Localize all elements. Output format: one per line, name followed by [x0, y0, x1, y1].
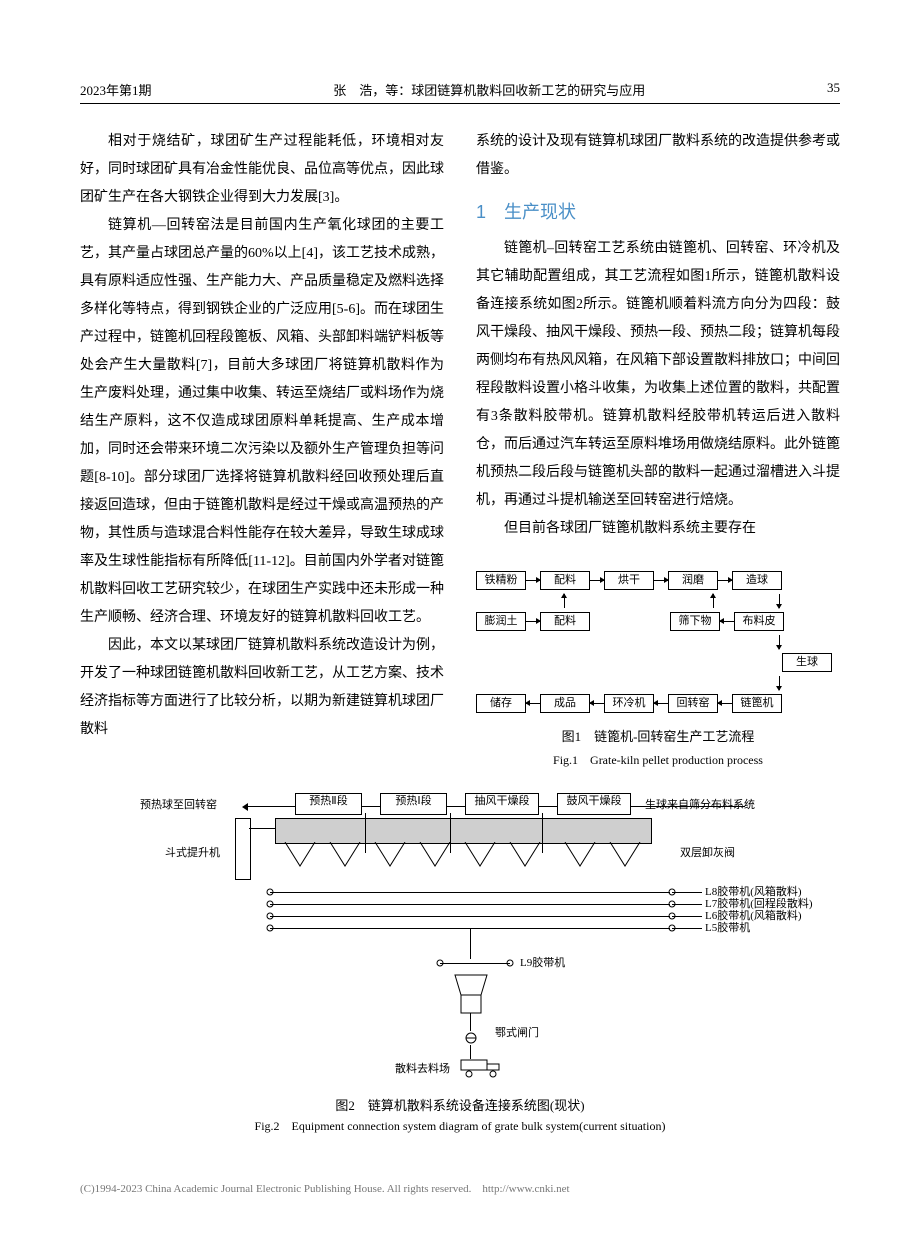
header-issue: 2023年第1期: [80, 80, 152, 99]
arrow-up-icon: [713, 594, 714, 608]
schematic-label: L8胶带机(风箱散料): [705, 887, 802, 898]
arrow-down-icon: [779, 594, 780, 608]
flow-node: 成品: [540, 694, 590, 713]
figure-caption-en: Fig.1 Grate-kiln pellet production proce…: [476, 748, 840, 772]
flow-node: 储存: [476, 694, 526, 713]
page: 2023年第1期 张 浩，等：球团链算机散料回收新工艺的研究与应用 35 相对于…: [0, 0, 920, 1174]
arrow-left-icon: [590, 703, 604, 704]
schematic-line: [270, 916, 670, 917]
paragraph: 链算机—回转窑法是目前国内生产氧化球团的主要工艺，其产量占球团总产量的60%以上…: [80, 212, 444, 632]
flow-node: 造球: [732, 571, 782, 590]
schematic-line: [672, 916, 702, 917]
paragraph: 相对于烧结矿，球团矿生产过程能耗低，环境相对友好，同时球团矿具有冶金性能优良、品…: [80, 128, 444, 212]
schematic-label: 预热球至回转窑: [140, 800, 217, 811]
arrow-left-icon: [718, 703, 732, 704]
page-footer: (C)1994-2023 China Academic Journal Elec…: [0, 1174, 920, 1216]
schematic-hoppers: [275, 842, 650, 878]
paragraph: 但目前各球团厂链篦机散料系统主要存在: [476, 515, 840, 543]
page-header: 2023年第1期 张 浩，等：球团链算机散料回收新工艺的研究与应用 35: [80, 80, 840, 104]
conveyor-wheel-icon: [434, 958, 516, 968]
schematic-label: L9胶带机: [520, 958, 565, 969]
schematic-line: [672, 904, 702, 905]
schematic-label: 散料去料场: [395, 1064, 450, 1075]
arrow-down-icon: [779, 635, 780, 649]
schematic-label: 斗式提升机: [165, 848, 220, 859]
conveyor-wheel-icon: [264, 887, 276, 933]
schematic-line: [470, 929, 471, 959]
schematic-line: [470, 1045, 471, 1059]
schematic-label: 鄂式闸门: [495, 1028, 539, 1039]
header-title: 张 浩，等：球团链算机散料回收新工艺的研究与应用: [152, 80, 827, 99]
flow-node: 筛下物: [670, 612, 720, 631]
flow-node: 环冷机: [604, 694, 654, 713]
schematic-line: [672, 892, 702, 893]
flow-node: 布料皮: [734, 612, 784, 631]
flow-node: 膨润土: [476, 612, 526, 631]
flow-node: 配料: [540, 571, 590, 590]
paragraph: 链篦机–回转窑工艺系统由链篦机、回转窑、环冷机及其它辅助配置组成，其工艺流程如图…: [476, 235, 840, 515]
section-heading: 1 生产现状: [476, 200, 840, 225]
arrow-right-icon: [654, 580, 668, 581]
schematic-label: 双层卸灰阀: [680, 848, 735, 859]
flow-node: 铁精粉: [476, 571, 526, 590]
schematic: 预热球至回转窑 预热Ⅱ段 预热Ⅰ段 抽风干燥段 鼓风干燥段 生球来自筛分布料系统…: [120, 788, 800, 1088]
section-title-text: 生产现状: [504, 202, 576, 222]
flow-node: 链篦机: [732, 694, 782, 713]
figure-caption: 图1 链篦机-回转窑生产工艺流程: [476, 727, 840, 748]
conveyor-wheel-icon: [666, 887, 678, 933]
schematic-box: 预热Ⅱ段: [295, 793, 362, 815]
schematic-label: 生球来自筛分布料系统: [645, 800, 755, 811]
flow-node: 配料: [540, 612, 590, 631]
truck-icon: [460, 1058, 504, 1080]
schematic-line: [672, 928, 702, 929]
flow-row: 铁精粉 配料 烘干 润磨 造球: [476, 571, 840, 590]
schematic-box: 预热Ⅰ段: [380, 793, 447, 815]
schematic-box: 抽风干燥段: [465, 793, 539, 815]
figure-1: 铁精粉 配料 烘干 润磨 造球: [476, 561, 840, 772]
arrow-left-icon: [720, 621, 734, 622]
schematic-label: L5胶带机: [705, 923, 750, 934]
arrow-left-icon: [526, 703, 540, 704]
flowchart: 铁精粉 配料 烘干 润磨 造球: [476, 561, 840, 719]
flow-node: 烘干: [604, 571, 654, 590]
arrow-right-icon: [718, 580, 732, 581]
body-columns: 相对于烧结矿，球团矿生产过程能耗低，环境相对友好，同时球团矿具有冶金性能优良、品…: [80, 128, 840, 772]
flow-node: 回转窑: [668, 694, 718, 713]
flow-row: 膨润土 配料 筛下物 布料皮: [476, 612, 840, 631]
flow-connector: [476, 594, 840, 608]
header-page: 35: [827, 80, 840, 99]
schematic-label: L6胶带机(风箱散料): [705, 911, 802, 922]
schematic-line: [249, 828, 275, 829]
schematic-label: L7胶带机(回程段散料): [705, 899, 813, 910]
arrow-right-icon: [526, 580, 540, 581]
paragraph: 系统的设计及现有链算机球团厂散料系统的改造提供参考或借鉴。: [476, 128, 840, 184]
arrow-right-icon: [526, 621, 540, 622]
valve-icon: [464, 1031, 478, 1045]
arrow-left-icon: [242, 803, 248, 811]
column-left: 相对于烧结矿，球团矿生产过程能耗低，环境相对友好，同时球团矿具有冶金性能优良、品…: [80, 128, 444, 772]
arrow-down-icon: [779, 676, 780, 690]
arrow-right-icon: [590, 580, 604, 581]
schematic-grate: [275, 818, 652, 844]
paragraph: 因此，本文以某球团厂链算机散料系统改造设计为例，开发了一种球团链篦机散料回收新工…: [80, 632, 444, 744]
arrow-up-icon: [564, 594, 565, 608]
section-number: 1: [476, 200, 486, 225]
schematic-line: [270, 904, 670, 905]
figure-caption-en: Fig.2 Equipment connection system diagra…: [80, 1117, 840, 1134]
figure-2: 预热球至回转窑 预热Ⅱ段 预热Ⅰ段 抽风干燥段 鼓风干燥段 生球来自筛分布料系统…: [80, 788, 840, 1134]
figure-caption: 图2 链算机散料系统设备连接系统图(现状): [80, 1096, 840, 1117]
arrow-left-icon: [654, 703, 668, 704]
schematic-bin-icon: [453, 973, 489, 1023]
flow-connector: [476, 676, 840, 690]
column-right: 系统的设计及现有链算机球团厂散料系统的改造提供参考或借鉴。 1 生产现状 链篦机–…: [476, 128, 840, 772]
flow-row: 储存 成品 环冷机 回转窑 链篦机: [476, 694, 840, 713]
flow-node: 润磨: [668, 571, 718, 590]
schematic-box: 鼓风干燥段: [557, 793, 631, 815]
schematic-line: [270, 892, 670, 893]
flow-node: 生球: [782, 653, 832, 672]
schematic-line: [470, 1013, 471, 1031]
flow-row: 生球: [476, 653, 840, 672]
flow-connector: [476, 635, 840, 649]
